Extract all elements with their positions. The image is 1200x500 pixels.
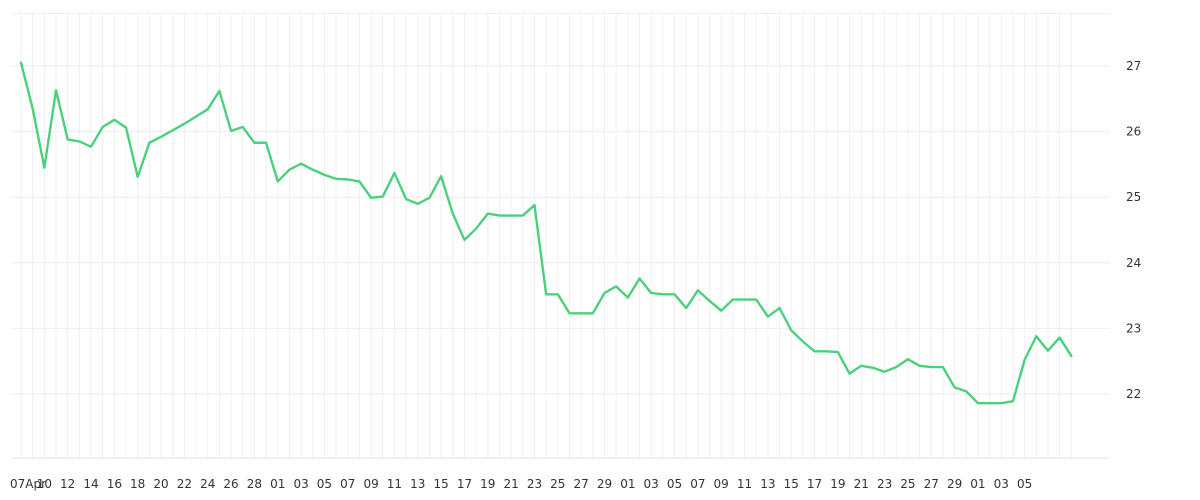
x-tick-label: 15 [784,477,799,491]
x-tick-label: 24 [200,477,215,491]
y-tick-labels: 22 23 24 25 26 27 [1126,59,1141,401]
series-line [19,61,1073,405]
x-tick-label: 12 [60,477,75,491]
x-tick-label: 19 [480,477,495,491]
x-tick-label: 03 [994,477,1009,491]
x-tick-label: 25 [900,477,915,491]
x-tick-label: 13 [410,477,425,491]
horizontal-gridlines [12,13,1110,395]
x-tick-label: 03 [293,477,308,491]
series-layer [19,61,1073,405]
x-tick-label: 05 [667,477,682,491]
x-tick-label: 23 [527,477,542,491]
x-tick-label: 20 [153,477,168,491]
x-tick-label: 01 [620,477,635,491]
x-tick-label: 09 [363,477,378,491]
y-tick-label: 27 [1126,59,1141,73]
y-tick-label: 26 [1126,125,1141,139]
x-tick-label: 15 [433,477,448,491]
x-tick-label: 18 [130,477,145,491]
x-tick-label: 19 [830,477,845,491]
x-tick-label: 27 [574,477,589,491]
y-tick-label: 25 [1126,190,1141,204]
x-tick-label: 22 [177,477,192,491]
x-tick-label: 07 [690,477,705,491]
x-tick-label: 05 [317,477,332,491]
x-tick-label: 29 [597,477,612,491]
x-tick-label: 07 [340,477,355,491]
x-tick-label: 26 [223,477,238,491]
x-tick-label: 21 [503,477,518,491]
x-tick-label: 01 [270,477,285,491]
x-tick-label: 17 [457,477,472,491]
x-tick-label: 13 [760,477,775,491]
y-tick-label: 23 [1126,321,1141,335]
vertical-gridlines [20,12,1072,458]
x-tick-label: 21 [854,477,869,491]
x-tick-label: 17 [807,477,822,491]
x-tick-label: 09 [714,477,729,491]
x-tick-label: 29 [947,477,962,491]
x-tick-label: 25 [550,477,565,491]
x-tick-label: 01 [970,477,985,491]
x-tick-label: 07Apr [10,477,46,491]
x-tick-label: 28 [247,477,262,491]
x-tick-label: 23 [877,477,892,491]
x-tick-label: 10 [37,477,52,491]
x-tick-label: 05 [1017,477,1032,491]
x-tick-label: 03 [644,477,659,491]
y-tick-label: 24 [1126,256,1141,270]
x-tick-label: 11 [387,477,402,491]
y-tick-label: 22 [1126,387,1141,401]
x-tick-label: 27 [924,477,939,491]
x-tick-label: 11 [737,477,752,491]
x-tick-label: 14 [83,477,98,491]
x-tick-label: 16 [107,477,122,491]
